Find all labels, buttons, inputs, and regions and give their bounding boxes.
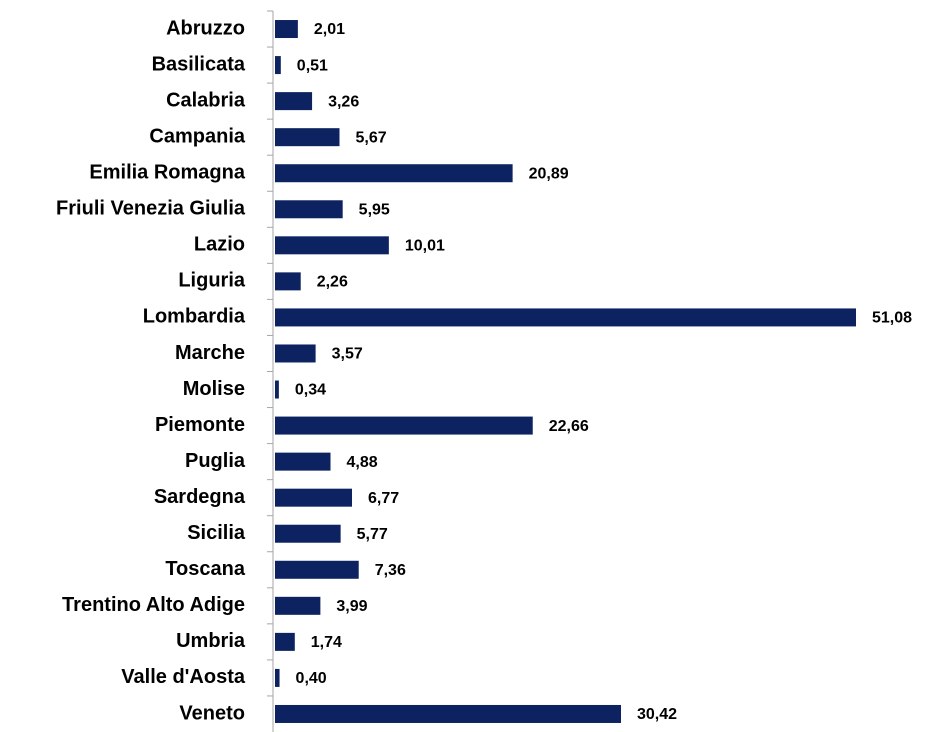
y-tick-label: Campania — [149, 125, 245, 147]
y-tick-label: Liguria — [178, 270, 246, 292]
bar — [275, 272, 301, 291]
value-label: 3,57 — [332, 346, 363, 363]
value-label: 51,08 — [872, 310, 912, 327]
bar — [275, 200, 343, 219]
y-tick-label: Emilia Romagna — [89, 162, 245, 184]
bar — [275, 632, 295, 651]
value-label: 4,88 — [347, 454, 378, 471]
bar — [275, 380, 279, 399]
value-label: 0,40 — [296, 670, 327, 687]
y-tick-label: Marche — [175, 342, 245, 364]
y-tick-label: Sicilia — [187, 522, 246, 544]
bar — [275, 56, 281, 75]
bar — [275, 236, 389, 255]
y-tick-label: Molise — [183, 378, 245, 400]
bar — [275, 488, 353, 507]
y-tick-label: Abruzzo — [166, 17, 245, 39]
bar — [275, 704, 622, 723]
bar — [275, 560, 359, 579]
y-tick-label: Lombardia — [143, 306, 246, 328]
y-tick-label: Piemonte — [155, 414, 245, 436]
bar — [275, 92, 313, 111]
value-label: 10,01 — [405, 238, 445, 255]
y-tick-label: Calabria — [166, 89, 246, 111]
y-tick-label: Umbria — [176, 630, 246, 652]
y-tick-label: Puglia — [185, 450, 246, 472]
bar — [275, 452, 331, 471]
value-label: 3,99 — [336, 598, 367, 615]
value-label: 0,51 — [297, 57, 328, 74]
bar — [275, 164, 513, 183]
y-tick-label: Sardegna — [154, 486, 246, 508]
value-label: 7,36 — [375, 562, 406, 579]
bar — [275, 524, 341, 543]
value-label: 5,77 — [357, 526, 388, 543]
bar — [275, 308, 856, 327]
value-label: 2,01 — [314, 21, 345, 38]
y-tick-label: Toscana — [165, 558, 246, 580]
bar — [275, 668, 280, 687]
bar — [275, 416, 533, 435]
value-label: 5,67 — [355, 129, 386, 146]
y-tick-label: Lazio — [194, 234, 245, 256]
value-label: 1,74 — [311, 634, 342, 651]
value-label: 30,42 — [637, 706, 677, 723]
value-label: 3,26 — [328, 93, 359, 110]
value-label: 5,95 — [359, 201, 390, 218]
y-tick-label: Veneto — [179, 702, 245, 724]
y-tick-label: Basilicata — [152, 53, 246, 75]
bar — [275, 20, 298, 39]
value-label: 2,26 — [317, 274, 348, 291]
bar — [275, 596, 321, 615]
value-label: 0,34 — [295, 382, 326, 399]
y-tick-label: Valle d'Aosta — [121, 666, 246, 688]
y-tick-label: Friuli Venezia Giulia — [56, 198, 246, 220]
value-label: 6,77 — [368, 490, 399, 507]
value-label: 22,66 — [549, 418, 589, 435]
bar — [275, 344, 316, 363]
value-label: 20,89 — [529, 165, 569, 182]
y-tick-label: Trentino Alto Adige — [62, 594, 245, 616]
bar — [275, 128, 340, 147]
